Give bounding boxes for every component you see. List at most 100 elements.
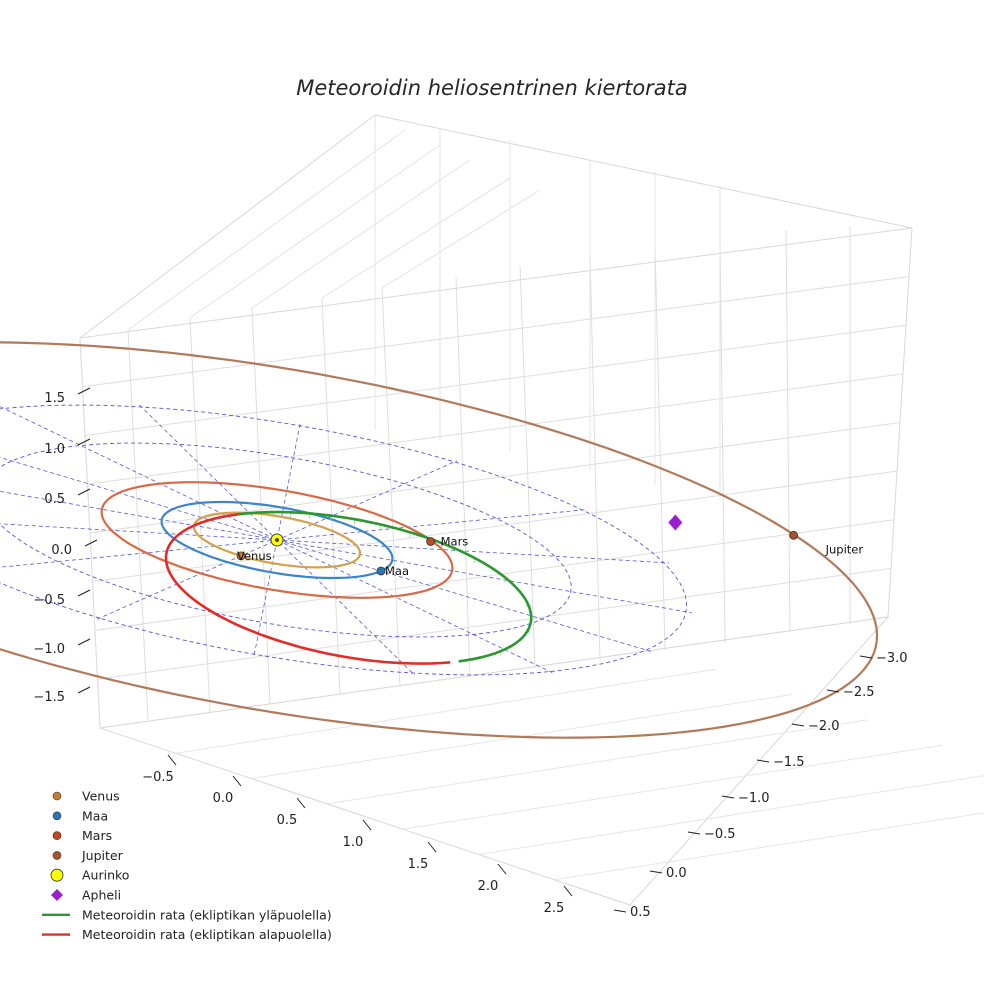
y-tick-mark (859, 655, 873, 659)
grid-line-vertical (455, 277, 471, 677)
box-edge (374, 114, 913, 229)
z-tick-mark (77, 589, 91, 597)
legend-dot (52, 811, 62, 821)
planet-label-jupiter: Jupiter (825, 542, 864, 556)
legend-dot (52, 831, 62, 840)
y-tick-label: 0.0 (666, 866, 687, 881)
z-tick-label: 0.0 (51, 543, 72, 558)
orbit-maa (160, 500, 394, 580)
grid-line-side (381, 189, 541, 289)
grid-line-vertical (519, 265, 536, 669)
y-tick-label: −1.5 (773, 755, 805, 770)
aphelion-marker (668, 514, 683, 531)
x-tick-mark (563, 885, 573, 897)
y-tick-label: −2.0 (808, 719, 840, 734)
reference-radial (0, 406, 555, 674)
grid-line-floor (327, 719, 868, 805)
grid-line-side (189, 144, 441, 319)
y-tick-mark (721, 795, 735, 799)
y-tick-mark (687, 831, 701, 835)
y-tick-label: −1.0 (738, 791, 770, 806)
grid-line-horizontal (84, 324, 907, 436)
z-tick-mark (77, 438, 91, 446)
y-tick-label: −0.5 (704, 827, 736, 842)
box-edge (79, 114, 376, 339)
x-tick-mark (167, 754, 177, 766)
x-tick-label: 0.5 (277, 813, 298, 828)
grid-line-vertical (719, 235, 726, 643)
z-tick-label: 1.0 (44, 442, 65, 457)
x-tick-label: 2.0 (478, 879, 499, 894)
x-tick-label: 1.0 (343, 835, 364, 850)
grid-line-vertical (381, 287, 401, 687)
y-tick-mark (756, 759, 770, 763)
grid-line-horizontal (97, 567, 892, 680)
y-tick-mark (791, 723, 805, 727)
y-tick-label: −3.0 (876, 651, 908, 666)
orbit-mars (100, 481, 454, 599)
bodies: Venus Maa Mars Jupiter (236, 514, 864, 578)
meteoroid-orbit (164, 510, 533, 665)
meteoroid-orbit-above (238, 510, 533, 663)
planet-label-venus: Venus (237, 549, 272, 563)
grid-line-vertical (189, 317, 211, 713)
x-tick-label: 0.0 (213, 791, 234, 806)
grid-line-side (321, 177, 511, 299)
grid-line-vertical (321, 297, 341, 695)
chart-title: Meteoroidin heliosentrinen kiertorata (296, 76, 688, 100)
grid-line-vertical (785, 229, 791, 633)
reference-radial (253, 424, 301, 656)
legend-dot (52, 851, 62, 860)
legend-label: Aurinko (82, 868, 129, 883)
legend-label: Venus (82, 789, 120, 804)
grid-line-floor (175, 668, 716, 754)
legend-label: Apheli (82, 888, 121, 903)
reference-radial (0, 457, 652, 652)
x-tick-label: 1.5 (408, 857, 429, 872)
z-tick-mark (77, 488, 91, 496)
y-tick-mark (649, 870, 663, 874)
z-tick-label: −0.5 (33, 593, 65, 608)
planet-label-maa: Maa (385, 564, 409, 578)
legend-label: Meteoroidin rata (ekliptikan alapuolella… (82, 927, 332, 942)
grid-line-horizontal (92, 470, 898, 583)
orbit-venus (192, 511, 362, 569)
planet-maa (376, 566, 386, 576)
x-tick-mark (296, 797, 306, 809)
grid-line-horizontal (94, 519, 895, 631)
planet-label-mars: Mars (441, 535, 469, 549)
x-tick-label: 2.5 (544, 901, 565, 916)
z-tick-mark (77, 387, 91, 395)
z-tick-label: −1.0 (33, 642, 65, 657)
orbit-jupiter (0, 341, 879, 739)
planet-venus (236, 551, 246, 561)
x-tick-mark (497, 863, 507, 875)
planet-orbits (0, 341, 879, 739)
grid-line-side (251, 159, 471, 309)
x-tick-label: −0.5 (142, 770, 174, 785)
legend-label: Jupiter (81, 848, 124, 863)
x-tick-mark (427, 841, 437, 853)
legend-label: Meteoroidin rata (ekliptikan yläpuolella… (82, 907, 332, 922)
legend-label: Mars (82, 828, 112, 843)
x-tick-mark (362, 819, 372, 831)
y-tick-label: 0.5 (630, 905, 651, 920)
y-tick-label: −2.5 (843, 685, 875, 700)
grid-line-horizontal (89, 422, 901, 534)
z-tick-mark (84, 539, 98, 547)
grid-line-floor (402, 744, 943, 830)
z-tick-label: 0.5 (44, 492, 65, 507)
planet-mars (426, 537, 436, 546)
legend-diamond (51, 889, 63, 901)
axis-ticks: 1.5 1.0 0.5 0.0 −0.5 −1.0 −1.5 −0.5 0.0 0.5 1.0 1.5… (33, 387, 908, 920)
grid-line-horizontal (82, 276, 910, 388)
grid-line-floor (478, 775, 984, 855)
z-tick-label: 1.5 (44, 391, 65, 406)
meteoroid-orbit-below (164, 513, 451, 665)
y-tick-mark (613, 909, 627, 913)
grid-line-vertical (127, 329, 149, 721)
z-tick-label: −1.5 (33, 690, 65, 705)
z-tick-mark (77, 686, 91, 694)
z-tick-mark (77, 638, 91, 646)
